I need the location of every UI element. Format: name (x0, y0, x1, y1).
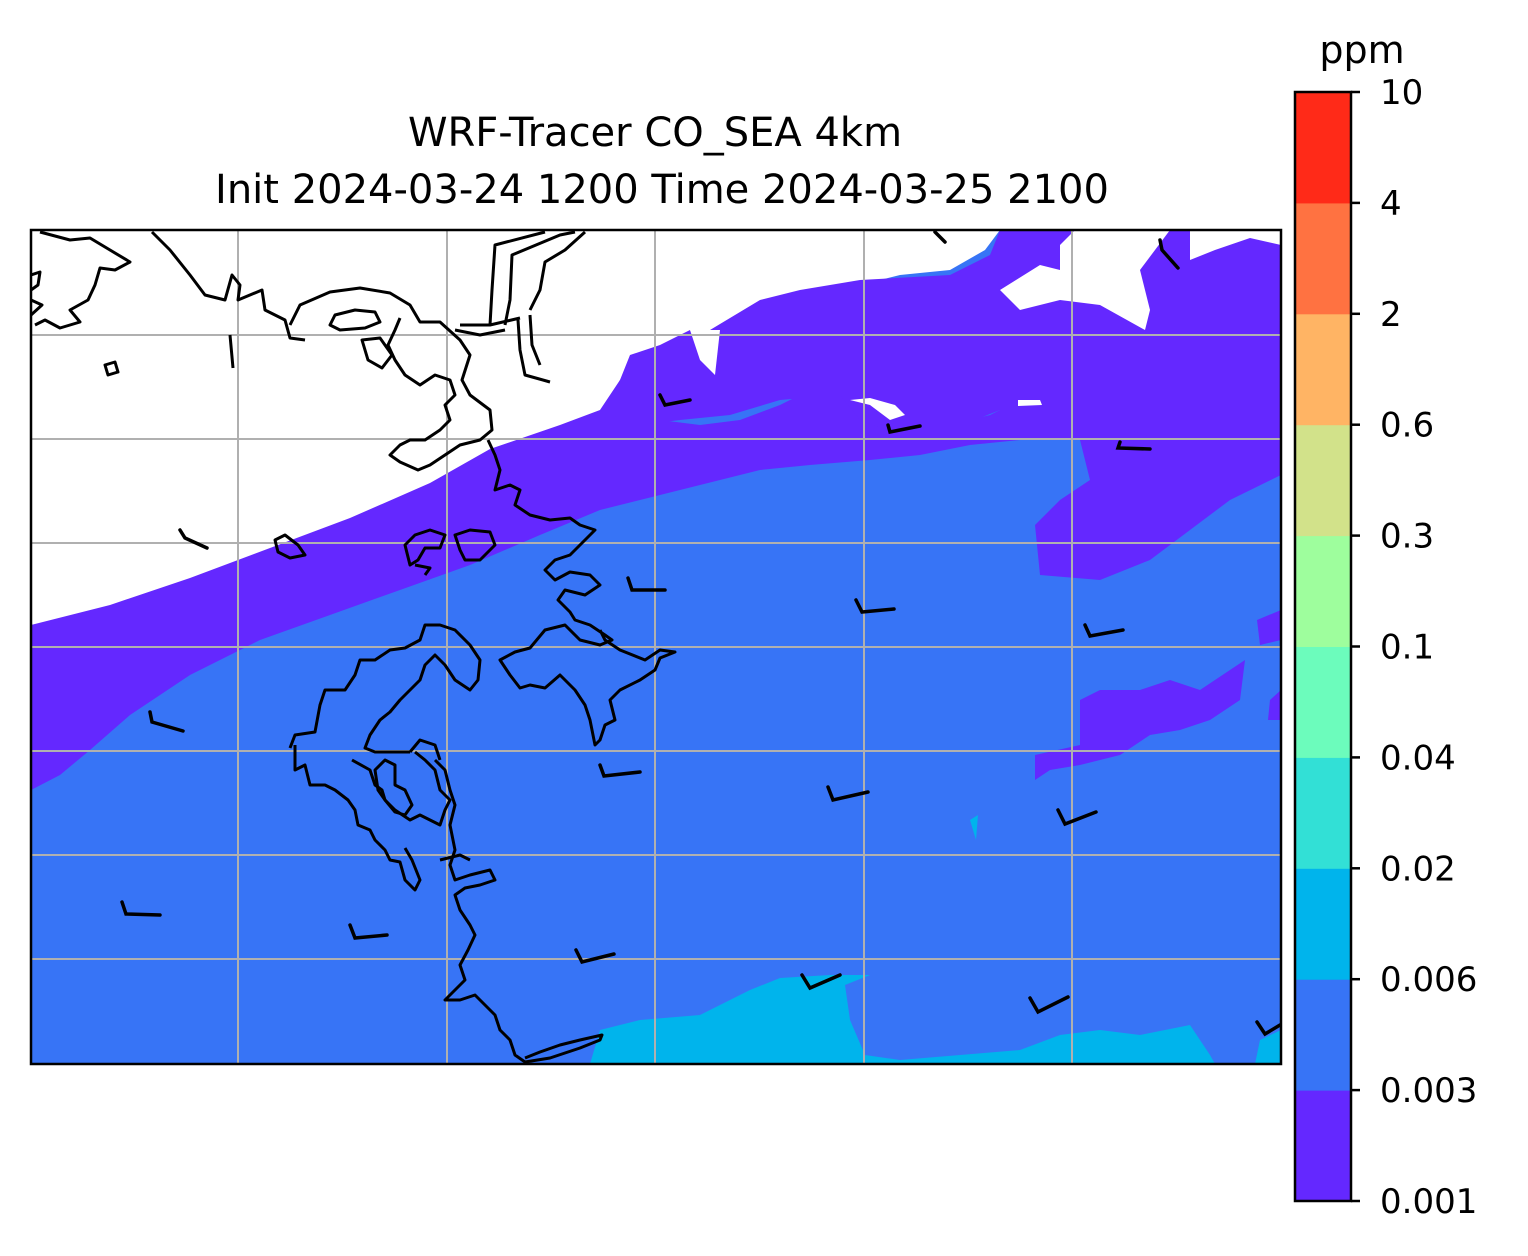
colorbar-swatch (1295, 313, 1351, 426)
wind-barb (178, 528, 209, 550)
colorbar-swatch (1295, 535, 1351, 647)
colorbar-swatch (1295, 202, 1351, 315)
wind-barb (626, 576, 667, 592)
contour-0.006-0.02-se (1255, 1030, 1281, 1064)
colorbar: ppm 0.001 0.003 0.006 0.02 0.04 0.1 0.3 0.6 2 4 10 (1293, 28, 1477, 1222)
colorbar-tick-label: 2 (1380, 295, 1402, 335)
coastline-south-sound (433, 758, 604, 1064)
wind-barb (598, 763, 642, 778)
coastline-river-channel (454, 230, 587, 384)
coastline-island-7 (414, 563, 432, 576)
coastline-island-4 (273, 533, 307, 560)
coastline-island-5 (403, 528, 447, 567)
colorbar-tick-label: 0.02 (1380, 849, 1456, 889)
colorbar-tick-label: 0.3 (1380, 517, 1434, 557)
contour-0.001-0.003-north (31, 330, 1281, 790)
colorbar-swatch (1295, 92, 1351, 204)
contour-0.006-0.02-speck (970, 815, 978, 840)
coastline-vashon (373, 758, 414, 817)
wind-barb (800, 973, 842, 991)
wind-barb (886, 423, 922, 435)
contour-0.006-0.02-sw (790, 1035, 850, 1064)
coastline-northwest (31, 230, 132, 330)
no-data-patch-6 (690, 330, 720, 375)
colorbar-swatch (1295, 424, 1351, 537)
title-line-1: WRF-Tracer CO_SEA 4km (408, 110, 902, 156)
coastline-inner-south (408, 738, 471, 862)
wind-barb (574, 948, 616, 965)
wind-barb (1083, 623, 1125, 638)
colorbar-tick-label: 0.001 (1380, 1182, 1477, 1222)
colorbar-tick-label: 0.1 (1380, 628, 1434, 668)
colorbar-tick-label: 0.003 (1380, 1071, 1477, 1111)
no-data-patch-5 (1125, 272, 1140, 292)
no-data-patch-3 (850, 398, 905, 420)
wind-barb (1255, 1020, 1281, 1037)
wind-barb (854, 598, 896, 614)
wind-barb (826, 785, 870, 803)
contour-0.001-0.003-east-edge (1257, 610, 1281, 645)
no-data-patch-2 (1190, 230, 1281, 260)
title-line-2: Init 2024-03-24 1200 Time 2024-03-25 210… (215, 167, 1109, 213)
wind-barb (120, 900, 162, 917)
wind-barbs (120, 230, 1281, 1037)
map-panel (31, 230, 1281, 1064)
colorbar-tick-label: 10 (1380, 73, 1423, 113)
no-data-patch-1 (1000, 230, 1170, 330)
coastline-inlet-south (486, 439, 677, 747)
contour-0.001-0.003-east-edge2 (1268, 690, 1281, 720)
colorbar-swatch (1295, 757, 1351, 869)
colorbar-tick-label: 0.006 (1380, 960, 1477, 1000)
colorbar-unit-label: ppm (1319, 28, 1404, 72)
colorbar-tick-label: 4 (1380, 184, 1402, 224)
colorbar-tick-label: 0.6 (1380, 406, 1434, 446)
colorbar-swatch (1295, 1090, 1351, 1202)
coastline-island-1 (328, 308, 382, 332)
wind-barb (933, 230, 947, 244)
coastline-island-6 (453, 528, 497, 562)
colorbar-swatch (1295, 979, 1351, 1091)
no-data-patch-4 (1018, 400, 1042, 406)
coastline-island-3 (103, 360, 120, 377)
map-frame (29, 228, 1283, 1066)
wind-barb (658, 393, 692, 407)
wind-barb (348, 923, 389, 940)
coastline-puget-west (150, 230, 306, 369)
wind-barb (1056, 808, 1098, 827)
coastlines (31, 230, 677, 1064)
wind-barb (148, 710, 185, 733)
wind-barb (1158, 238, 1180, 270)
colorbar-swatch (1295, 646, 1351, 758)
wind-barb (1028, 995, 1070, 1015)
wind-barb (1115, 440, 1152, 451)
colorbar-swatch (1295, 868, 1351, 980)
contour-0.006-0.02-south (590, 975, 1215, 1064)
gridlines (31, 230, 1281, 1064)
coastline-puget-mid (288, 286, 494, 472)
colorbar-tick-label: 0.04 (1380, 738, 1456, 778)
coastline-island-2 (360, 336, 394, 370)
